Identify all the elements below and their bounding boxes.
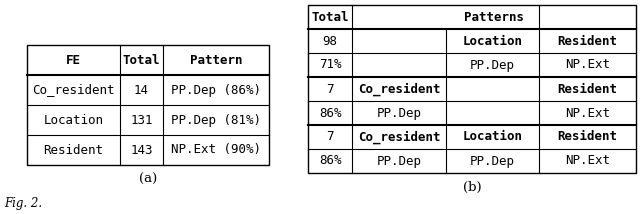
Text: PP.Dep: PP.Dep bbox=[376, 155, 422, 168]
Text: PP.Dep: PP.Dep bbox=[376, 107, 422, 119]
Text: Fig. 2.: Fig. 2. bbox=[4, 196, 42, 210]
Bar bbox=[308, 5, 636, 173]
Text: PP.Dep (81%): PP.Dep (81%) bbox=[171, 113, 260, 126]
Text: PP.Dep: PP.Dep bbox=[470, 155, 515, 168]
Text: PP.Dep: PP.Dep bbox=[470, 58, 515, 71]
Text: 7: 7 bbox=[326, 131, 334, 144]
Text: Resident: Resident bbox=[557, 131, 618, 144]
Text: Co_resident: Co_resident bbox=[358, 130, 440, 144]
Text: 86%: 86% bbox=[319, 155, 341, 168]
Text: Patterns: Patterns bbox=[464, 10, 524, 24]
Text: Location: Location bbox=[463, 131, 522, 144]
Text: NP.Ext: NP.Ext bbox=[565, 107, 610, 119]
Text: Total: Total bbox=[312, 10, 349, 24]
Bar bbox=[27, 45, 269, 165]
Text: NP.Ext: NP.Ext bbox=[565, 58, 610, 71]
Text: PP.Dep (86%): PP.Dep (86%) bbox=[171, 83, 260, 97]
Text: Resident: Resident bbox=[557, 34, 618, 48]
Text: (a): (a) bbox=[139, 172, 157, 186]
Text: Total: Total bbox=[123, 54, 160, 67]
Text: NP.Ext (90%): NP.Ext (90%) bbox=[171, 144, 260, 156]
Text: Pattern: Pattern bbox=[189, 54, 242, 67]
Text: 71%: 71% bbox=[319, 58, 341, 71]
Text: Co_resident: Co_resident bbox=[33, 83, 115, 97]
Text: 98: 98 bbox=[323, 34, 338, 48]
Text: Resident: Resident bbox=[557, 83, 618, 95]
Text: 131: 131 bbox=[130, 113, 152, 126]
Text: NP.Ext: NP.Ext bbox=[565, 155, 610, 168]
Text: 86%: 86% bbox=[319, 107, 341, 119]
Text: Location: Location bbox=[44, 113, 104, 126]
Text: (b): (b) bbox=[463, 180, 481, 193]
Text: Co_resident: Co_resident bbox=[358, 82, 440, 96]
Text: Location: Location bbox=[463, 34, 522, 48]
Text: 14: 14 bbox=[134, 83, 149, 97]
Text: 143: 143 bbox=[130, 144, 152, 156]
Text: FE: FE bbox=[66, 54, 81, 67]
Text: Resident: Resident bbox=[44, 144, 104, 156]
Text: 7: 7 bbox=[326, 83, 334, 95]
